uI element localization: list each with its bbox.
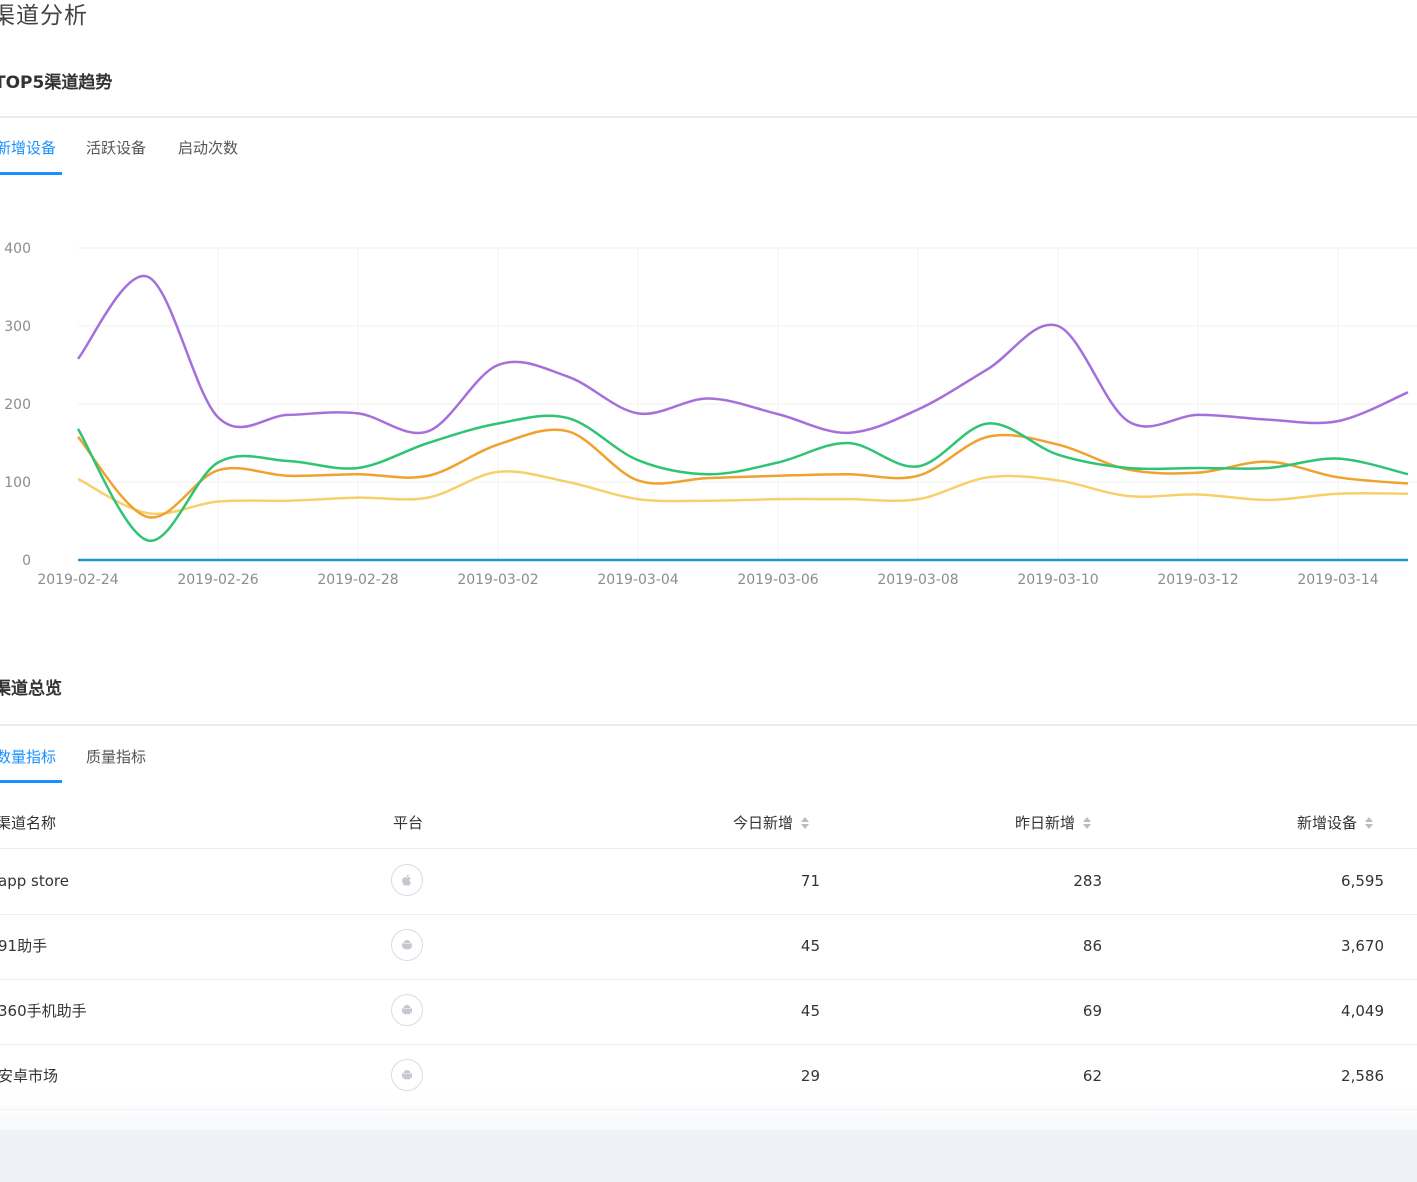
new-devices-value: 4,049 bbox=[1341, 1002, 1384, 1020]
trend-divider bbox=[0, 116, 1417, 118]
channel-name: app store bbox=[0, 872, 69, 890]
tab-quality-metrics[interactable]: 质量指标 bbox=[86, 748, 147, 766]
channel-name: 安卓市场 bbox=[0, 1067, 59, 1085]
overview-tab-ink-bar bbox=[0, 780, 62, 783]
column-header-label: 新增设备 bbox=[1297, 814, 1358, 832]
series-line bbox=[77, 428, 1409, 519]
yesterday-new-value: 86 bbox=[1082, 937, 1102, 955]
today-new-value: 29 bbox=[800, 1067, 820, 1085]
column-header-label: 昨日新增 bbox=[1015, 814, 1076, 832]
column-header-yesterday-new[interactable]: 昨日新增 bbox=[1015, 812, 1092, 833]
sort-icon[interactable] bbox=[1365, 816, 1374, 829]
x-tick-label: 2019-03-02 bbox=[457, 572, 538, 588]
column-header-platform: 平台 bbox=[393, 812, 423, 833]
y-tick-label: 100 bbox=[4, 475, 31, 491]
x-tick-label: 2019-03-04 bbox=[597, 572, 678, 588]
android-icon bbox=[391, 929, 423, 961]
column-header-today-new[interactable]: 今日新增 bbox=[733, 812, 810, 833]
scroll-fade bbox=[0, 1090, 1417, 1130]
footer-band bbox=[0, 1130, 1417, 1182]
yesterday-new-value: 62 bbox=[1082, 1067, 1102, 1085]
x-tick-label: 2019-02-26 bbox=[177, 572, 258, 588]
table-row[interactable]: 360手机助手 45 69 4,049 bbox=[0, 979, 1417, 1045]
sort-icon[interactable] bbox=[1083, 816, 1092, 829]
today-new-value: 45 bbox=[800, 1002, 820, 1020]
channel-name: 360手机助手 bbox=[0, 1002, 87, 1020]
yesterday-new-value: 69 bbox=[1082, 1002, 1102, 1020]
series-line bbox=[76, 414, 1409, 542]
page-title: 渠道分析 bbox=[0, 3, 88, 29]
column-header-label: 今日新增 bbox=[733, 814, 794, 832]
overview-section-title: 渠道总览 bbox=[0, 679, 62, 699]
x-tick-label: 2019-02-24 bbox=[37, 572, 118, 588]
y-tick-label: 200 bbox=[4, 397, 31, 413]
yesterday-new-value: 283 bbox=[1073, 872, 1102, 890]
y-tick-label: 300 bbox=[4, 319, 31, 335]
android-icon bbox=[391, 1059, 423, 1091]
x-tick-label: 2019-03-08 bbox=[877, 572, 958, 588]
channel-name: 91助手 bbox=[0, 937, 48, 955]
new-devices-value: 6,595 bbox=[1341, 872, 1384, 890]
overview-divider bbox=[0, 724, 1417, 726]
series-line bbox=[77, 470, 1409, 516]
table-header-divider bbox=[0, 848, 1417, 849]
tab-new-devices[interactable]: 新增设备 bbox=[0, 139, 57, 157]
trend-line-chart: 0 100 200 300 400 2019-02-24 2019-02-26 2019-02… bbox=[4, 241, 1417, 588]
today-new-value: 71 bbox=[800, 872, 820, 890]
x-tick-label: 2019-03-06 bbox=[737, 572, 818, 588]
trend-tab-ink-bar bbox=[0, 172, 62, 175]
x-tick-label: 2019-02-28 bbox=[317, 572, 398, 588]
series-line bbox=[77, 274, 1409, 435]
column-header-label: 渠道名称 bbox=[0, 814, 57, 832]
x-tick-label: 2019-03-12 bbox=[1157, 572, 1238, 588]
x-tick-label: 2019-03-14 bbox=[1297, 572, 1378, 588]
column-header-new-devices[interactable]: 新增设备 bbox=[1297, 812, 1374, 833]
column-header-channel-name: 渠道名称 bbox=[0, 812, 56, 833]
y-tick-label: 400 bbox=[4, 241, 31, 257]
column-header-label: 平台 bbox=[393, 814, 424, 832]
x-tick-label: 2019-03-10 bbox=[1017, 572, 1098, 588]
new-devices-value: 3,670 bbox=[1341, 937, 1384, 955]
apple-icon bbox=[391, 864, 423, 896]
y-tick-label: 0 bbox=[22, 553, 31, 569]
tab-quantity-metrics[interactable]: 数量指标 bbox=[0, 748, 57, 766]
sort-icon[interactable] bbox=[801, 816, 810, 829]
trend-section-title: TOP5渠道趋势 bbox=[0, 73, 113, 93]
android-icon bbox=[391, 994, 423, 1026]
today-new-value: 45 bbox=[800, 937, 820, 955]
new-devices-value: 2,586 bbox=[1341, 1067, 1384, 1085]
table-row[interactable]: 91助手 45 86 3,670 bbox=[0, 914, 1417, 980]
tab-launch-count[interactable]: 启动次数 bbox=[178, 139, 239, 157]
tab-active-devices[interactable]: 活跃设备 bbox=[86, 139, 147, 157]
table-row[interactable]: app store 71 283 6,595 bbox=[0, 849, 1417, 915]
